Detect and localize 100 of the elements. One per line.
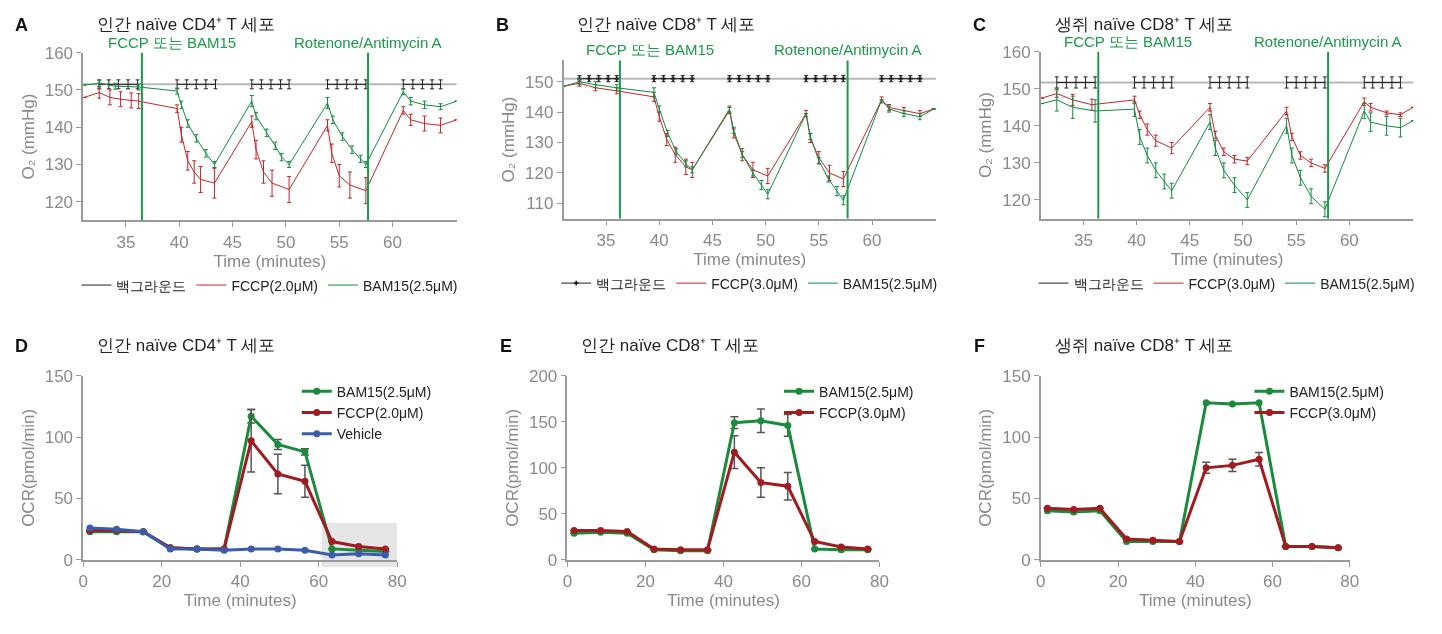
y-tick-label: 150 [1002,366,1031,386]
x-tick-label: 40 [1185,572,1205,592]
x-tick-label: 60 [309,572,329,592]
chart-title: 생쥐 naïve CD8⁺ T 세포 [1055,336,1234,355]
x-tick-label: 45 [703,230,722,250]
ref-line-label: Rotenone/Antimycin A [1254,33,1402,50]
y-tick-label: 110 [526,194,554,214]
y-axis-title: OCR(pmol/min) [976,408,996,527]
y-tick-label: 120 [1002,190,1031,210]
legend-label: Vehicle [336,426,383,443]
x-axis-title: Time (minutes) [213,251,327,271]
legend-label: FCCP(3.0μM) [819,404,906,421]
x-tick-label: 40 [713,572,733,592]
legend-label: BAM15(2.5μM) [1320,275,1415,292]
y-axis-title: O₂ (mmHg) [18,93,38,180]
legend-label: BAM15(2.5μM) [1289,383,1384,400]
y-tick-label: 50 [54,489,74,509]
chart-title: 인간 naïve CD4⁺ T 세포 [97,15,276,34]
x-tick-label: 40 [649,230,669,250]
point [247,545,255,553]
x-tick-label: 60 [862,230,882,250]
text: B [496,15,509,35]
x-tick-label: 60 [1339,230,1359,250]
y-tick-label: 150 [1002,79,1031,99]
x-tick-label: 45 [223,232,243,252]
legend-label: 백그라운드 [1073,275,1144,292]
y-axis-title: O₂ (mmHg) [976,92,996,179]
x-tick-label: 50 [1233,230,1253,250]
y-tick-label: 0 [63,550,74,570]
x-tick-label: 35 [116,232,136,252]
point [381,551,389,559]
text: F [974,336,985,356]
legend-label: 백그라운드 [596,275,667,292]
ref-line-label: FCCP 또는 BAM15 [1064,33,1193,50]
x-tick-label: 55 [329,232,349,252]
x-tick-label: 35 [596,230,616,250]
y-axis-title: O₂ (mmHg) [499,96,519,183]
point [1255,399,1263,407]
x-axis-title: Time (minutes) [183,591,297,611]
x-tick-label: 50 [276,232,296,252]
point [730,448,738,456]
chart-title: 인간 naïve CD8⁺ T 세포 [581,336,760,355]
y-axis-title: OCR(pmol/min) [503,408,523,527]
x-tick-label: 50 [756,230,776,250]
point [274,545,282,553]
y-tick-label: 120 [44,192,74,212]
point [757,417,765,425]
y-tick-label: 150 [525,72,554,92]
legend-label: BAM15(2.5μM) [819,383,914,400]
y-tick-label: 50 [1011,489,1031,509]
x-tick-label: 80 [387,572,407,592]
y-tick-label: 150 [44,80,74,100]
x-tick-label: 0 [78,572,88,592]
legend-label: BAM15(2.5μM) [842,275,938,292]
x-tick-label: 55 [809,230,829,250]
x-axis-title: Time (minutes) [667,591,780,611]
y-tick-label: 130 [44,155,74,175]
x-tick-label: 40 [1127,230,1147,250]
x-tick-label: 60 [383,232,403,252]
point [328,551,336,559]
point [301,477,309,485]
y-tick-label: 140 [525,103,554,123]
ref-line-label: Rotenone/Antimycin A [294,34,442,51]
point [247,437,255,445]
y-tick-label: 150 [44,366,74,386]
chart-title: 인간 naïve CD4⁺ T 세포 [97,336,276,355]
y-axis-title: OCR(pmol/min) [18,408,38,527]
x-tick-label: 80 [869,572,889,592]
ref-line-label: FCCP 또는 BAM15 [586,41,715,58]
legend-label: BAM15(2.5μM) [336,383,432,400]
legend-label: FCCP(3.0μM) [711,275,798,292]
y-tick-label: 120 [525,163,554,183]
point [274,470,282,478]
point [1202,399,1210,407]
text: D [15,336,28,356]
x-tick-label: 40 [230,572,250,592]
legend-label: BAM15(2.5μM) [363,277,458,294]
text: C [973,15,986,35]
chart-title: 생쥐 naïve CD8⁺ T 세포 [1055,15,1234,34]
point [1255,455,1263,463]
legend-label: 백그라운드 [116,277,187,294]
x-tick-label: 20 [636,572,655,592]
x-tick-label: 0 [562,572,573,592]
point [757,479,765,487]
x-tick-label: 80 [1340,572,1360,592]
x-tick-label: 55 [1286,230,1306,250]
x-tick-label: 35 [1073,230,1093,250]
point [301,546,309,554]
legend-label: FCCP(2.0μM) [336,404,424,421]
x-axis-title: Time (minutes) [1138,591,1252,611]
x-tick-label: 20 [1108,572,1128,592]
x-axis-title: Time (minutes) [693,249,807,269]
x-tick-label: 60 [1263,572,1283,592]
y-tick-label: 200 [528,366,558,386]
x-tick-label: 0 [1036,572,1046,592]
point [355,550,363,558]
y-tick-label: 0 [547,550,558,570]
ref-line-label: Rotenone/Antimycin A [774,41,922,58]
x-tick-label: 40 [169,232,189,252]
x-tick-label: 60 [791,572,811,592]
